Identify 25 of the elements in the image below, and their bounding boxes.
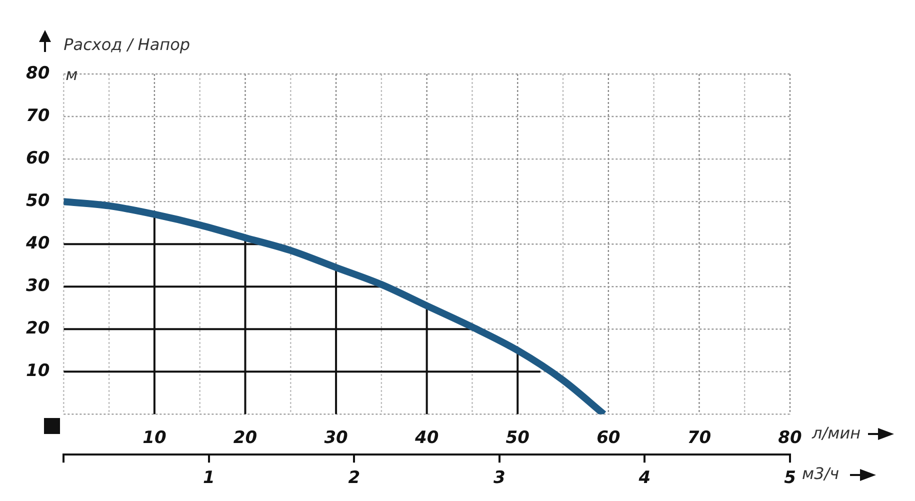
chart-title: Расход / Напор [64, 35, 190, 54]
y-tick-label: 10 [26, 361, 50, 382]
x2-tick-label: 1 [203, 468, 215, 488]
x-tick-label: 80 [778, 428, 802, 448]
x2-tick-label: 2 [348, 468, 360, 488]
x2-tick-label: 5 [784, 468, 796, 488]
x-axis-title: л/мин [811, 424, 861, 443]
x2-axis-title: м3/ч [802, 464, 840, 483]
x-tick-label: 30 [324, 428, 348, 448]
y-tick-label: 30 [26, 276, 50, 296]
y-tick-label: 70 [26, 106, 50, 126]
x-tick-label: 60 [596, 428, 620, 448]
x-tick-label: 50 [506, 428, 530, 448]
x-tick-label: 20 [233, 428, 258, 448]
x-tick-label: 40 [414, 428, 439, 448]
y-tick-label: 80 [26, 63, 50, 84]
y-tick-label: 60 [26, 148, 50, 168]
x-tick-label: 10 [142, 428, 166, 448]
y-tick-label: 20 [26, 318, 50, 339]
x2-tick-label: 3 [494, 468, 506, 488]
y-tick-label: 40 [24, 234, 50, 254]
y-axis-title: м [66, 65, 78, 84]
x-tick-label: 70 [687, 428, 712, 448]
y-tick-label: 50 [26, 190, 50, 211]
x2-tick-label: 4 [638, 468, 651, 488]
